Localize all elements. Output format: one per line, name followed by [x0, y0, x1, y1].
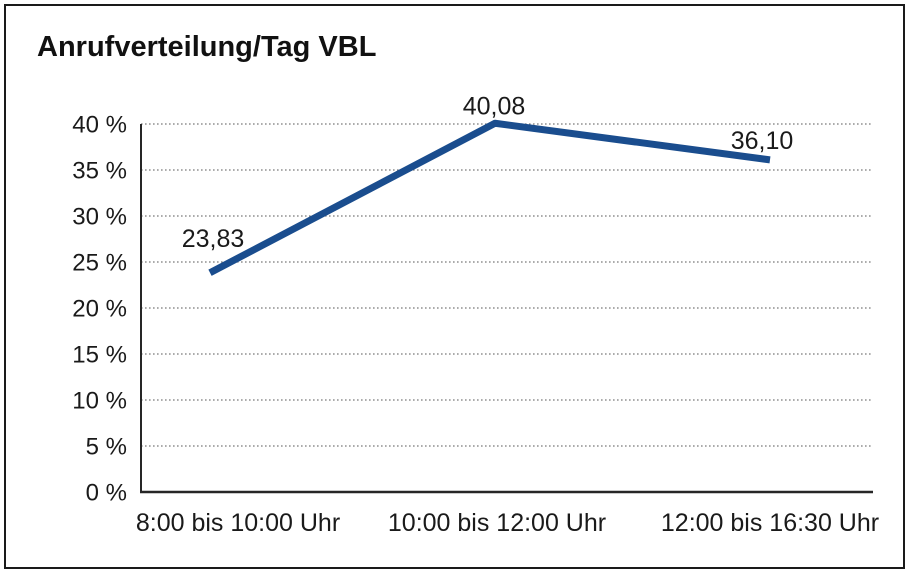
y-tick-label: 5 % [86, 434, 127, 461]
y-tick-label: 35 % [72, 158, 127, 185]
data-point-label: 36,10 [731, 127, 794, 155]
chart-title: Anrufverteilung/Tag VBL [37, 31, 377, 63]
y-tick-label: 25 % [72, 250, 127, 277]
x-category-label: 10:00 bis 12:00 Uhr [388, 509, 606, 537]
y-tick-label: 10 % [72, 388, 127, 415]
y-tick-label: 0 % [86, 480, 127, 507]
y-tick-label: 40 % [72, 112, 127, 139]
series-line [208, 119, 771, 276]
y-tick-label: 15 % [72, 342, 127, 369]
data-point-label: 40,08 [463, 92, 526, 120]
x-category-label: 8:00 bis 10:00 Uhr [136, 509, 340, 537]
y-tick-label: 20 % [72, 296, 127, 323]
data-point-label: 23,83 [182, 225, 245, 253]
y-tick-label: 30 % [72, 204, 127, 231]
x-category-label: 12:00 bis 16:30 Uhr [661, 509, 879, 537]
